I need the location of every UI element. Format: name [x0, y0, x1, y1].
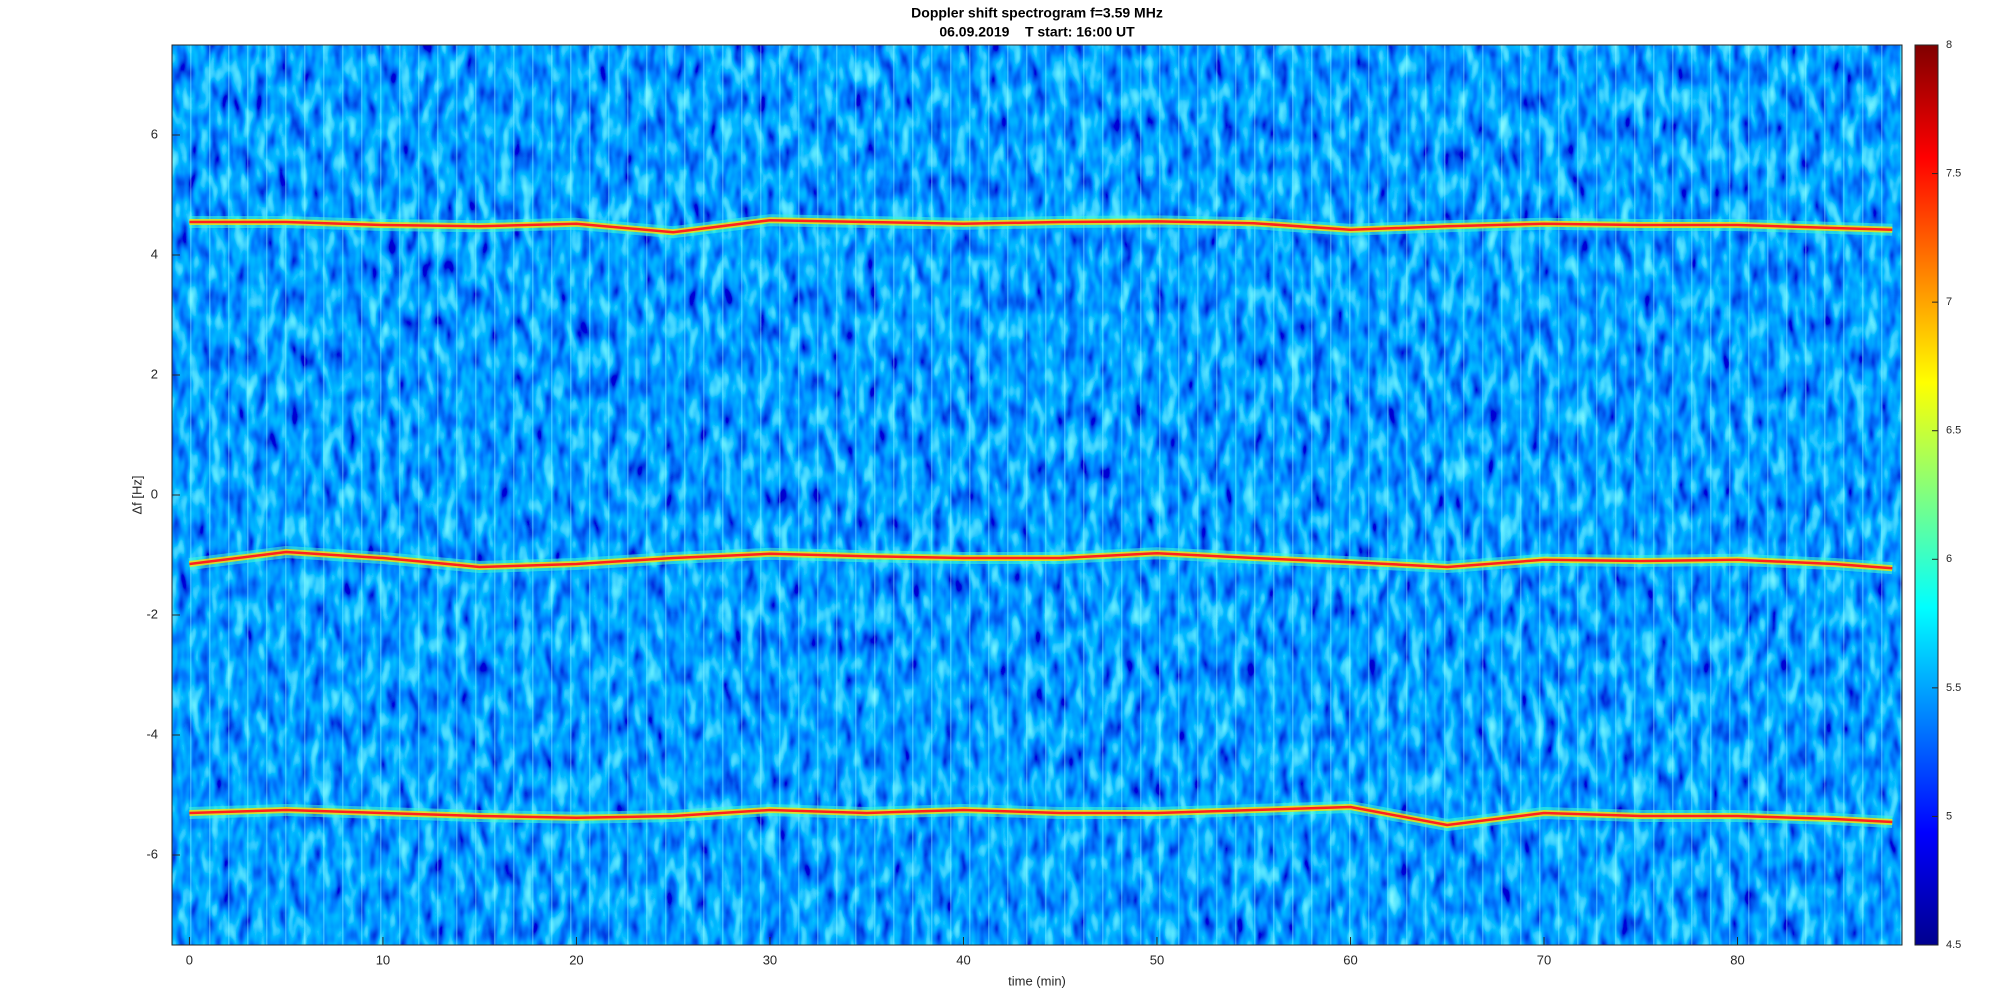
colorbar-tick-label: 5.5: [1946, 682, 1961, 694]
y-tick-label: -4: [146, 726, 158, 741]
x-tick-label: 60: [1343, 952, 1357, 967]
y-tick-label: -2: [146, 606, 158, 621]
chart-title: Doppler shift spectrogram f=3.59 MHz: [911, 5, 1163, 21]
x-tick-label: 20: [569, 952, 583, 967]
colorbar-tick-label: 7: [1946, 296, 1952, 308]
x-tick-label: 0: [186, 952, 193, 967]
y-axis-label: Δf [Hz]: [129, 475, 144, 514]
chart-subtitle: 06.09.2019 T start: 16:00 UT: [939, 24, 1135, 40]
x-axis-label: time (min): [1008, 973, 1066, 988]
y-tick-label: 4: [151, 246, 158, 261]
colorbar-tick-label: 6.5: [1946, 425, 1961, 437]
trace: [189, 550, 1893, 570]
colorbar-tick-label: 4.5: [1946, 939, 1961, 951]
x-tick-label: 40: [956, 952, 970, 967]
trace: [189, 805, 1893, 827]
colorbar-tick-label: 8: [1946, 39, 1952, 51]
x-tick-label: 30: [763, 952, 777, 967]
colorbar: [1914, 44, 1939, 946]
colorbar-tick-label: 6: [1946, 553, 1952, 565]
colorbar-tick-label: 7.5: [1946, 167, 1961, 179]
plot-area: [171, 44, 1903, 946]
colorbar-tick-label: 5: [1946, 810, 1952, 822]
stripes: [172, 45, 1902, 945]
y-tick-label: 2: [151, 366, 158, 381]
y-tick-label: -6: [146, 846, 158, 861]
trace: [189, 218, 1893, 234]
y-tick-label: 0: [151, 486, 158, 501]
x-tick-label: 80: [1730, 952, 1744, 967]
x-tick-label: 10: [376, 952, 390, 967]
y-tick-label: 6: [151, 126, 158, 141]
x-tick-label: 70: [1537, 952, 1551, 967]
x-tick-label: 50: [1150, 952, 1164, 967]
